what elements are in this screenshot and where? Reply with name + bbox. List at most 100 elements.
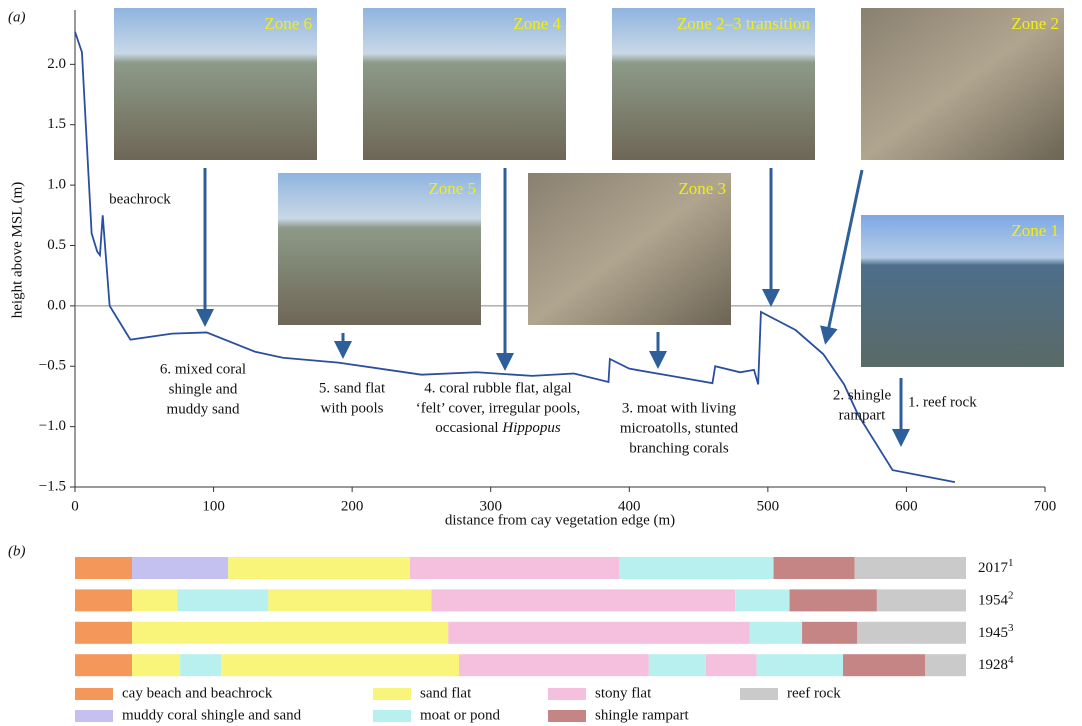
- bar-segment: [132, 654, 180, 676]
- annotation: 4. coral rubble flat, algal: [424, 380, 571, 396]
- y-tick-label: 2.0: [47, 56, 66, 72]
- bar-segment: [749, 622, 802, 644]
- legend-label: cay beach and beachrock: [122, 685, 273, 701]
- annotation: 3. moat with living: [622, 400, 737, 416]
- figure: (a)−1.5−1.0−0.50.00.51.01.52.00100200300…: [0, 0, 1082, 726]
- bar-segment: [855, 557, 966, 579]
- bar-segment: [857, 622, 966, 644]
- bar-segment: [410, 557, 619, 579]
- bar-segment: [774, 557, 855, 579]
- legend-swatch: [373, 710, 411, 722]
- bar-segment: [177, 589, 268, 611]
- bar-segment: [221, 654, 459, 676]
- annotation: shingle and: [169, 381, 238, 397]
- panel-label: (b): [8, 543, 26, 559]
- y-tick-label: 0.5: [47, 237, 66, 253]
- bar-segment: [448, 622, 749, 644]
- legend-swatch: [373, 688, 411, 700]
- annotation-italic: Hippopus: [501, 420, 561, 436]
- annotation: muddy sand: [167, 401, 240, 417]
- photo-label: Zone 2–3 transition: [677, 14, 811, 33]
- photo-label: Zone 6: [264, 14, 312, 33]
- bar-segment: [132, 589, 177, 611]
- legend-swatch: [548, 710, 586, 722]
- arrow: [827, 170, 862, 336]
- photo-label: Zone 3: [678, 179, 726, 198]
- bar-segment: [75, 589, 132, 611]
- row-label-year: 1945: [978, 625, 1008, 641]
- annotation: 2. shingle: [833, 387, 892, 403]
- row-label-year: 2017: [978, 560, 1009, 576]
- annotation: beachrock: [109, 191, 171, 207]
- bar-segment: [75, 557, 132, 579]
- bar-segment: [75, 654, 132, 676]
- bar-segment: [268, 589, 431, 611]
- legend-label: stony flat: [595, 685, 652, 701]
- x-tick-label: 700: [1034, 498, 1057, 514]
- y-tick-label: −1.5: [39, 478, 66, 494]
- legend-swatch: [548, 688, 586, 700]
- x-tick-label: 200: [341, 498, 364, 514]
- x-tick-label: 100: [202, 498, 225, 514]
- bar-segment: [180, 654, 221, 676]
- annotation: ‘felt’ cover, irregular pools,: [416, 400, 580, 416]
- bar-segment: [757, 654, 843, 676]
- row-label-note: 3: [1008, 621, 1014, 633]
- row-label: 19284: [978, 654, 1014, 674]
- legend-label: sand flat: [420, 685, 472, 701]
- x-tick-label: 500: [757, 498, 780, 514]
- photo-label: Zone 2: [1011, 14, 1059, 33]
- bar-segment: [877, 589, 966, 611]
- bar-segment: [459, 654, 649, 676]
- bar-segment: [228, 557, 410, 579]
- legend-label: shingle rampart: [595, 707, 690, 723]
- legend-label: moat or pond: [420, 707, 500, 723]
- bar-segment: [619, 557, 773, 579]
- y-axis-label: height above MSL (m): [9, 182, 25, 319]
- annotation-text: occasional: [435, 420, 502, 436]
- legend-swatch: [75, 688, 113, 700]
- legend-swatch: [740, 688, 778, 700]
- bar-segment: [925, 654, 966, 676]
- photo-label: Zone 4: [513, 14, 561, 33]
- y-tick-label: 1.0: [47, 177, 66, 193]
- x-tick-label: 600: [895, 498, 918, 514]
- annotation: 6. mixed coral: [160, 361, 246, 377]
- annotation: occasional Hippopus: [435, 420, 561, 436]
- x-axis-label: distance from cay vegetation edge (m): [445, 512, 675, 528]
- annotation: 1. reef rock: [908, 394, 977, 410]
- x-tick-label: 0: [71, 498, 79, 514]
- photo-label: Zone 5: [428, 179, 476, 198]
- legend-label: muddy coral shingle and sand: [122, 707, 302, 723]
- bar-segment: [802, 622, 857, 644]
- bar-segment: [706, 654, 757, 676]
- legend-swatch: [75, 710, 113, 722]
- bar-segment: [843, 654, 925, 676]
- annotation: with pools: [321, 400, 384, 416]
- bar-segment: [735, 589, 789, 611]
- y-tick-label: −1.0: [39, 418, 66, 434]
- bar-segment: [649, 654, 706, 676]
- row-label: 20171: [978, 557, 1014, 577]
- row-label-note: 2: [1008, 589, 1014, 601]
- annotation: microatolls, stunted: [620, 420, 739, 436]
- row-label-year: 1954: [978, 593, 1009, 609]
- row-label: 19453: [978, 621, 1014, 641]
- bar-segment: [132, 557, 228, 579]
- bar-segment: [75, 622, 132, 644]
- y-tick-label: 0.0: [47, 297, 66, 313]
- annotation: rampart: [839, 407, 886, 423]
- panel-label: (a): [8, 9, 26, 25]
- annotation: branching corals: [629, 440, 729, 456]
- photo-label: Zone 1: [1011, 221, 1059, 240]
- bar-segment: [790, 589, 877, 611]
- y-tick-label: 1.5: [47, 116, 66, 132]
- legend-label: reef rock: [787, 685, 841, 701]
- bar-segment: [431, 589, 735, 611]
- row-label: 19542: [978, 589, 1014, 609]
- annotation: 5. sand flat: [319, 380, 386, 396]
- row-label-note: 4: [1008, 654, 1014, 666]
- bar-segment: [132, 622, 448, 644]
- row-label-note: 1: [1008, 557, 1014, 569]
- y-tick-label: −0.5: [39, 358, 66, 374]
